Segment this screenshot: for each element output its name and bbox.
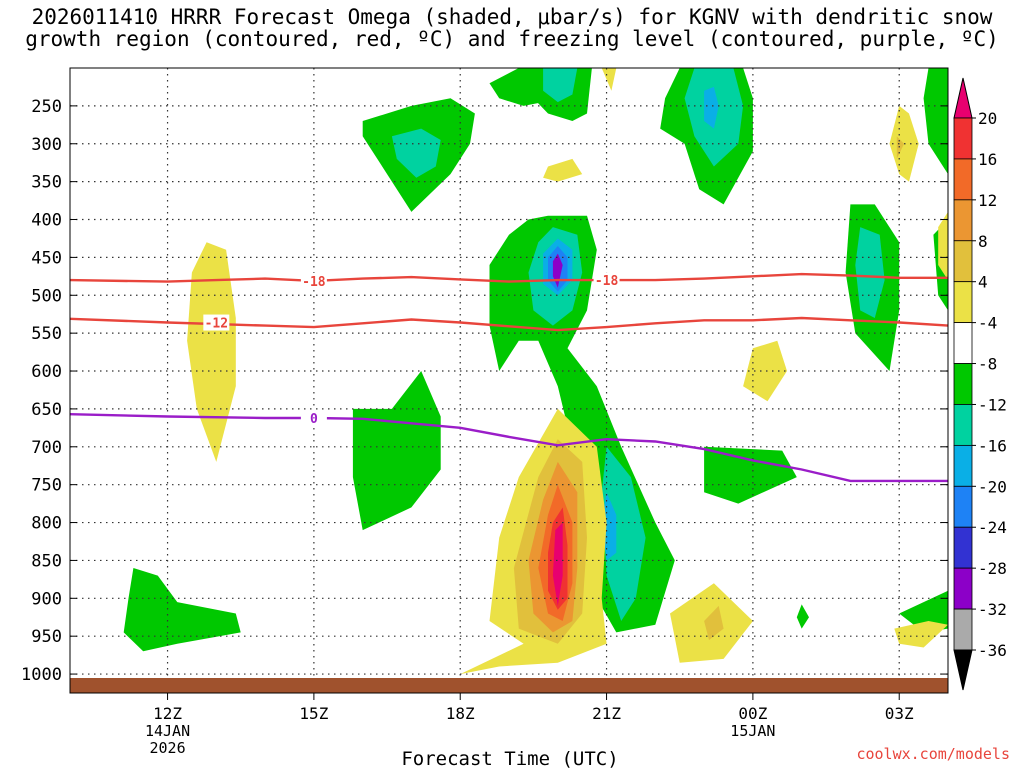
colorbar-swatch (953, 199, 973, 242)
omega-cell-orange-bottom-mid (704, 605, 724, 640)
x-tick-label-18Z: 18Z (446, 704, 475, 723)
colorbar-label--16: -16 (978, 436, 1007, 455)
omega-cell-yellow-upper-mid (543, 158, 583, 182)
omega-cell-upper-cyan-a (391, 128, 441, 178)
y-tick-label-900: 900 (31, 589, 62, 609)
contour-label-dendritic-bottom-red: -12 (205, 317, 228, 332)
omega-cell-magenta (552, 522, 563, 606)
colorbar-swatch (953, 281, 973, 324)
y-tick-label-800: 800 (31, 514, 62, 534)
colorbar-label-12: 12 (978, 191, 997, 210)
y-tick-label-950: 950 (31, 627, 62, 647)
omega-cell-yellow-far-right-mid (938, 211, 948, 281)
colorbar-swatch (953, 526, 973, 569)
omega-cell-low-right-green (704, 446, 797, 504)
contour-label-bg (203, 314, 230, 331)
omega-cell-right-edge-green (923, 68, 948, 175)
omega-cell-tiny-green-a (796, 604, 809, 629)
y-tick-label-500: 500 (31, 286, 62, 306)
colorbar-bottom-arrow (953, 649, 973, 691)
y-tick-label-550: 550 (31, 324, 62, 344)
x-tick-label-15Z: 15Z (299, 704, 328, 723)
colorbar-label-20: 20 (978, 109, 997, 128)
colorbar-swatch (953, 404, 973, 446)
y-tick-label-450: 450 (31, 248, 62, 268)
x-year-label: 2026 (149, 739, 185, 757)
x-tick-label-00Z: 00Z (738, 704, 767, 723)
y-tick-label-350: 350 (31, 173, 62, 193)
y-tick-label-1000: 1000 (21, 665, 62, 685)
omega-cell-yellow-left-col (187, 242, 236, 462)
omega-cell-lower-right-cyan (601, 446, 646, 621)
colorbar-swatch (953, 608, 973, 651)
contour-label-bg (300, 410, 327, 426)
omega-cell-upper-cyan-c (543, 68, 578, 103)
omega-cell-mid-left-green (352, 371, 441, 531)
colorbar-label--32: -32 (978, 600, 1007, 619)
contour-dendritic-top-red (69, 272, 948, 283)
omega-cell-yellow-upper-top (601, 68, 617, 91)
x-tick-label-03Z: 03Z (885, 704, 914, 723)
contour-label-dendritic-top-red: -18 (595, 274, 619, 289)
contour-label-bg (300, 272, 327, 289)
colorbar-label--20: -20 (978, 477, 1007, 496)
title-line-1: 2026011410 HRRR Forecast Omega (shaded, … (31, 5, 993, 29)
y-tick-label-400: 400 (31, 211, 62, 231)
colorbar-label-4: 4 (978, 273, 988, 292)
chart-title: 2026011410 HRRR Forecast Omega (shaded, … (0, 6, 1024, 50)
contour-freezing-level-purple (69, 413, 948, 483)
omega-cell-low-far-right-green (899, 590, 948, 633)
colorbar-label--28: -28 (978, 559, 1007, 578)
omega-cell-upper-blue-d (704, 86, 719, 129)
contour-dendritic-bottom-red (69, 316, 949, 332)
gridlines (70, 68, 948, 693)
y-tick-label-700: 700 (31, 438, 62, 458)
colorbar-swatch (953, 363, 973, 405)
omega-cell-yellow-mid-right (743, 340, 787, 402)
colorbar-swatch (953, 322, 973, 364)
ground-surface (70, 678, 948, 693)
x-date-label: 14JAN (145, 722, 190, 740)
credit-text: coolwx.com/models (856, 745, 1010, 763)
x-tick-label-21Z: 21Z (592, 704, 621, 723)
colorbar-label--4: -4 (978, 314, 997, 333)
colorbar-swatch (953, 158, 973, 201)
colorbar-swatch (953, 567, 973, 610)
omega-cell-low-left-green (123, 568, 241, 652)
colorbar-label--12: -12 (978, 395, 1007, 414)
colorbar-swatch (953, 117, 973, 160)
colorbar-label--8: -8 (978, 355, 997, 374)
plot-frame (69, 67, 949, 694)
y-tick-label-650: 650 (31, 400, 62, 420)
colorbar-swatch (953, 240, 973, 283)
colorbar: 20 16 12 8 4 -4 -8 -12 -16 -20 -24 -28 -32 -36 (953, 77, 1007, 691)
contour-label-dendritic-top-red: -18 (302, 275, 326, 290)
y-tick-label-750: 750 (31, 476, 62, 496)
colorbar-label--24: -24 (978, 518, 1007, 537)
contour-label-bg (593, 272, 620, 289)
y-tick-label-250: 250 (31, 97, 62, 117)
y-tick-label-600: 600 (31, 362, 62, 382)
y-axis: 250 300 350 400 450 500 550 600 650 700 750 800 850 9… (21, 97, 948, 685)
colorbar-swatch (953, 444, 973, 487)
omega-cell-lower-right-blue (601, 492, 617, 561)
colorbar-label--36: -36 (978, 641, 1007, 660)
colorbar-label-8: 8 (978, 232, 988, 251)
y-tick-label-300: 300 (31, 135, 62, 155)
colorbar-label-16: 16 (978, 150, 997, 169)
title-line-2: growth region (contoured, red, ºC) and f… (25, 27, 999, 51)
x-tick-label-12Z: 12Z (153, 704, 182, 723)
contour-label-freezing-level-purple: 0 (310, 412, 318, 427)
colorbar-swatch (953, 485, 973, 528)
x-date-label: 15JAN (730, 722, 775, 740)
colorbar-top-arrow (953, 77, 973, 119)
contour-lines: -12 -18 -18 0 (69, 272, 949, 483)
omega-cell-yellow-bottom-right (894, 621, 948, 648)
omega-shading (123, 68, 948, 675)
y-tick-label-850: 850 (31, 551, 62, 571)
x-axis-label: Forecast Time (UTC) (401, 748, 618, 768)
